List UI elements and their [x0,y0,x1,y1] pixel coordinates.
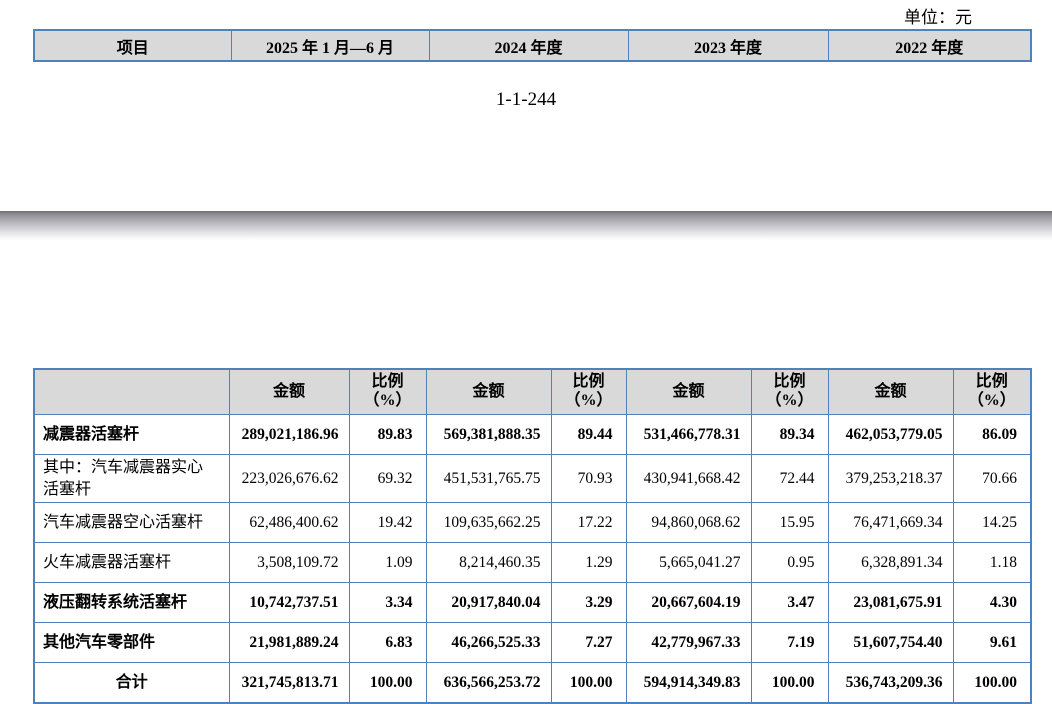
ratio-header: 比例 （%） [750,368,829,415]
row-label: 汽车减震器空心活塞杆 [33,502,230,544]
ratio-cell: 89.83 [348,414,427,455]
amount-cell: 109,635,662.25 [425,502,552,544]
row-label: 减震器活塞杆 [33,414,230,455]
ratio-cell: 70.93 [550,453,627,504]
ratio-cell: 6.83 [348,622,427,664]
header-period-2022: 2022 年度 [827,29,1032,62]
amount-cell: 10,742,737.51 [228,582,350,624]
amount-header: 金额 [425,368,552,415]
table-row: 火车减震器活塞杆 3,508,109.72 1.09 8,214,460.35 1.29… [33,542,1032,584]
ratio-cell: 89.34 [750,414,829,455]
amount-cell: 76,471,669.34 [827,502,954,544]
table-row: 其他汽车零部件 21,981,889.24 6.83 46,266,525.33 7.2… [33,622,1032,664]
corner-cell [33,368,230,415]
amount-cell: 62,486,400.62 [228,502,350,544]
header-period-2023: 2023 年度 [627,29,829,62]
ratio-header: 比例 （%） [952,368,1032,415]
ratio-cell: 7.19 [750,622,829,664]
ratio-cell: 4.30 [952,582,1032,624]
amount-cell: 636,566,253.72 [425,662,552,704]
amount-cell: 451,531,765.75 [425,453,552,504]
ratio-cell: 9.61 [952,622,1032,664]
ratio-cell: 100.00 [348,662,427,704]
ratio-cell: 86.09 [952,414,1032,455]
amount-cell: 5,665,041.27 [625,542,752,584]
amount-cell: 21,981,889.24 [228,622,350,664]
ratio-cell: 3.47 [750,582,829,624]
amount-cell: 430,941,668.42 [625,453,752,504]
page-break-divider [0,211,1052,240]
amount-cell: 321,745,813.71 [228,662,350,704]
amount-cell: 46,266,525.33 [425,622,552,664]
ratio-cell: 100.00 [750,662,829,704]
header-item: 项目 [33,29,232,62]
ratio-cell: 3.34 [348,582,427,624]
row-label: 其中：汽车减震器实心活塞杆 [33,453,230,504]
ratio-cell: 1.18 [952,542,1032,584]
ratio-cell: 100.00 [550,662,627,704]
amount-cell: 6,328,891.34 [827,542,954,584]
amount-cell: 42,779,967.33 [625,622,752,664]
ratio-cell: 14.25 [952,502,1032,544]
row-label: 合计 [33,662,230,704]
amount-cell: 379,253,218.37 [827,453,954,504]
ratio-cell: 1.29 [550,542,627,584]
table-row: 合计 321,745,813.71 100.00 636,566,253.72 100.… [33,662,1032,704]
unit-label: 单位：元 [904,8,972,27]
ratio-cell: 72.44 [750,453,829,504]
amount-cell: 3,508,109.72 [228,542,350,584]
ratio-header: 比例 （%） [348,368,427,415]
amount-cell: 20,667,604.19 [625,582,752,624]
amount-cell: 223,026,676.62 [228,453,350,504]
ratio-cell: 7.27 [550,622,627,664]
amount-header: 金额 [625,368,752,415]
amount-header: 金额 [228,368,350,415]
page-number: 1-1-244 [495,89,557,110]
period-header-row: 项目 2025 年 1 月—6 月 2024 年度 2023 年度 2022 年… [33,29,1032,62]
table-row: 汽车减震器空心活塞杆 62,486,400.62 19.42 109,635,662.… [33,502,1032,544]
amount-cell: 569,381,888.35 [425,414,552,455]
ratio-cell: 17.22 [550,502,627,544]
header-period-2025: 2025 年 1 月—6 月 [230,29,430,62]
ratio-cell: 19.42 [348,502,427,544]
amount-cell: 94,860,068.62 [625,502,752,544]
amount-cell: 462,053,779.05 [827,414,954,455]
ratio-cell: 1.09 [348,542,427,584]
period-header-table: 项目 2025 年 1 月—6 月 2024 年度 2023 年度 2022 年… [33,29,1032,62]
revenue-breakdown-table: 金额 比例 （%） 金额 比例 （%） 金额 比例 （%） 金额 比例 （%） 减震器活… [33,368,1032,704]
amount-cell: 20,917,840.04 [425,582,552,624]
table-row: 其中：汽车减震器实心活塞杆 223,026,676.62 69.32 451,531,… [33,453,1032,504]
amount-cell: 51,607,754.40 [827,622,954,664]
ratio-cell: 100.00 [952,662,1032,704]
ratio-cell: 3.29 [550,582,627,624]
ratio-cell: 70.66 [952,453,1032,504]
row-label: 其他汽车零部件 [33,622,230,664]
sub-header-row: 金额 比例 （%） 金额 比例 （%） 金额 比例 （%） 金额 比例 （%） [33,368,1032,415]
amount-cell: 289,021,186.96 [228,414,350,455]
row-label: 火车减震器活塞杆 [33,542,230,584]
amount-cell: 23,081,675.91 [827,582,954,624]
row-label: 液压翻转系统活塞杆 [33,582,230,624]
amount-header: 金额 [827,368,954,415]
table-row: 减震器活塞杆 289,021,186.96 89.83 569,381,888.35 8… [33,414,1032,455]
ratio-header: 比例 （%） [550,368,627,415]
header-period-2024: 2024 年度 [428,29,629,62]
table-row: 液压翻转系统活塞杆 10,742,737.51 3.34 20,917,840.04 3… [33,582,1032,624]
ratio-cell: 15.95 [750,502,829,544]
amount-cell: 8,214,460.35 [425,542,552,584]
ratio-cell: 89.44 [550,414,627,455]
ratio-cell: 0.95 [750,542,829,584]
amount-cell: 531,466,778.31 [625,414,752,455]
amount-cell: 536,743,209.36 [827,662,954,704]
ratio-cell: 69.32 [348,453,427,504]
amount-cell: 594,914,349.83 [625,662,752,704]
